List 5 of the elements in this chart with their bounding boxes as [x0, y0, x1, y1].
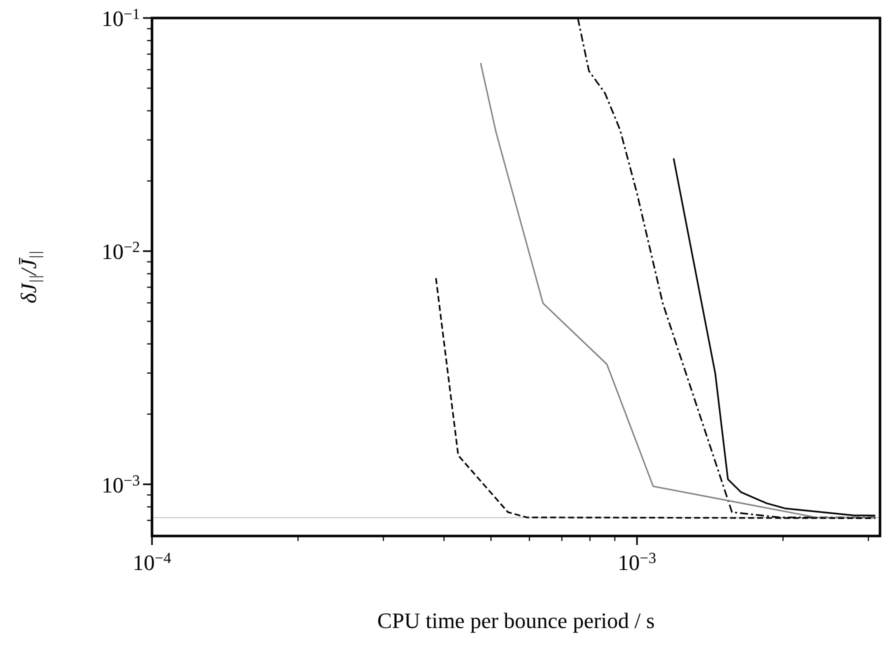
y-tick-label: 10$^{−2}$: [102, 239, 140, 264]
y-tick-label: 10$^{−1}$: [102, 6, 140, 31]
x-tick-label: 10$^{−4}$: [132, 550, 172, 575]
y-tick-label: 10$^{−3}$: [102, 472, 140, 498]
x-axis-title: CPU time per bounce period / s: [377, 608, 655, 633]
